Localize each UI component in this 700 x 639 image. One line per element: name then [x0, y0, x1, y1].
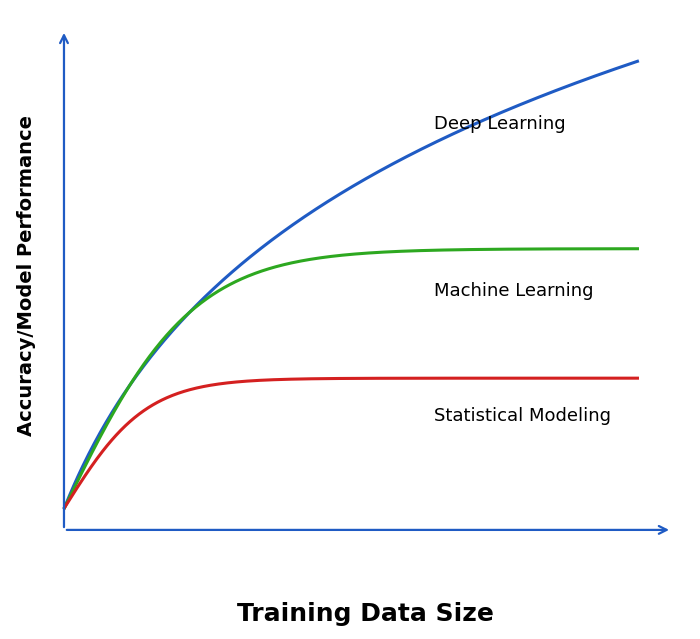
Text: Deep Learning: Deep Learning: [434, 115, 566, 133]
Y-axis label: Accuracy/Model Performance: Accuracy/Model Performance: [17, 115, 36, 436]
Text: Training Data Size: Training Data Size: [237, 602, 494, 626]
Text: Statistical Modeling: Statistical Modeling: [434, 407, 611, 425]
Text: Machine Learning: Machine Learning: [434, 282, 594, 300]
